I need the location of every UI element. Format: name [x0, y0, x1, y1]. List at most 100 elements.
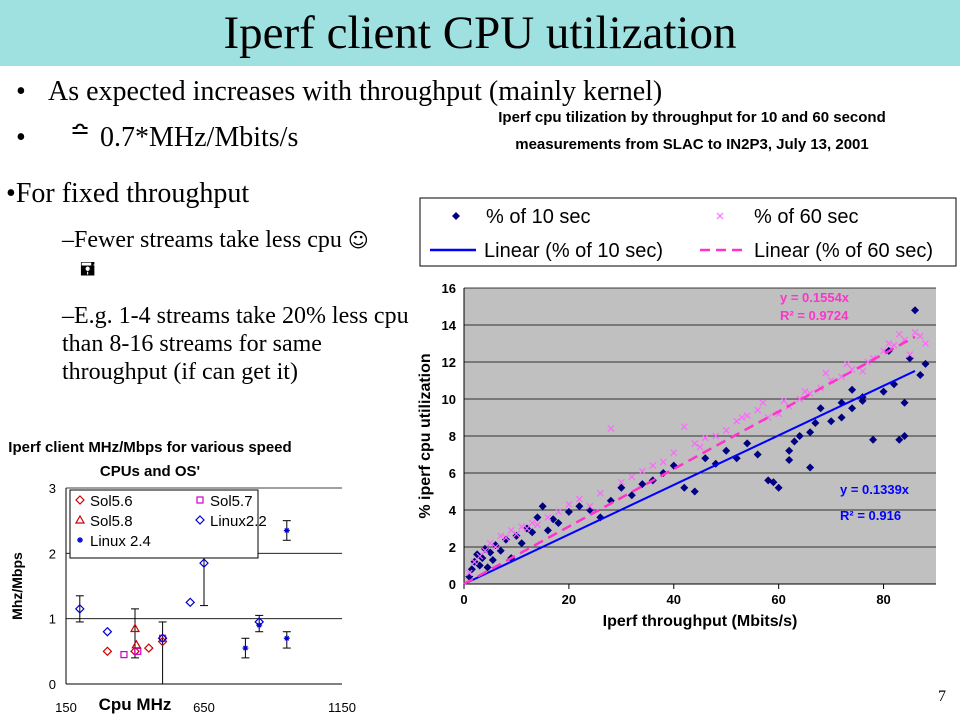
bullet-dot: •	[16, 76, 26, 107]
bullet-dot: •	[16, 122, 26, 153]
y-tick-label: 6	[449, 466, 456, 481]
legend-label: Sol5.8	[90, 513, 133, 530]
data-point	[517, 539, 526, 548]
x-tick-label: 650	[193, 700, 215, 715]
equation-60sec: y = 0.1554x	[780, 290, 850, 305]
data-point	[492, 543, 499, 551]
y-tick-label: 1	[49, 612, 56, 627]
smiley-icon: ☺	[347, 228, 369, 252]
data-point	[596, 513, 605, 522]
data-point	[916, 370, 925, 379]
data-point	[528, 528, 537, 537]
data-point	[680, 423, 688, 431]
data-point	[864, 358, 872, 366]
data-point	[465, 569, 473, 577]
x-tick-label: 20	[562, 592, 576, 607]
data-point	[157, 633, 168, 644]
data-point	[743, 412, 751, 420]
legend-marker	[196, 496, 204, 504]
data-point	[638, 467, 646, 475]
data-point	[471, 558, 478, 566]
y-tick-label: 14	[442, 318, 457, 333]
data-point	[627, 491, 636, 500]
bullet-3-text: For fixed throughput	[15, 178, 250, 209]
data-point	[549, 515, 558, 524]
data-point	[754, 406, 762, 414]
data-point	[496, 546, 505, 555]
x-axis-label: Cpu MHz	[99, 695, 172, 714]
trendline-10sec	[463, 370, 916, 585]
data-point	[486, 539, 494, 547]
sub-bullet-1: –Fewer streams take less cpu ☺ 🖬	[62, 226, 392, 284]
data-point	[906, 351, 914, 359]
x-tick-label: 60	[771, 592, 785, 607]
data-point	[491, 541, 500, 550]
data-point	[722, 446, 731, 455]
main-chart-title: Iperf cpu tilization by throughput for 1…	[498, 109, 886, 153]
data-point	[795, 432, 804, 440]
data-point	[544, 513, 552, 521]
data-point	[743, 439, 752, 448]
data-point	[785, 446, 794, 455]
legend-label-10sec: % of 10 sec	[486, 206, 591, 228]
legend-label-linear-10sec: Linear (% of 10 sec)	[484, 240, 663, 262]
data-point	[131, 639, 142, 649]
data-point	[554, 518, 563, 527]
data-point	[486, 548, 495, 557]
data-point	[134, 647, 142, 655]
slide-title: Iperf client CPU utilization	[223, 7, 737, 59]
data-point	[690, 487, 699, 496]
data-point	[476, 552, 484, 560]
data-point	[911, 306, 920, 315]
data-point	[790, 437, 799, 446]
legend-label-60sec: % of 60 sec	[754, 206, 859, 228]
data-point	[922, 340, 929, 347]
data-point	[848, 385, 857, 394]
data-point	[691, 439, 699, 447]
data-point	[806, 463, 815, 472]
bullet-1: As expected increases with throughput (m…	[48, 76, 663, 107]
data-point	[120, 651, 128, 659]
data-point	[564, 507, 573, 516]
y-tick-label: 3	[49, 484, 56, 496]
small-legend: Sol5.6 Sol5.7 Sol5.8 Linux2.2 Linux 2.4	[69, 489, 267, 559]
data-point	[596, 489, 604, 497]
data-point	[796, 395, 804, 403]
x-tick-label: 150	[55, 700, 77, 715]
legend-marker-60sec	[716, 212, 724, 220]
y-tick-label: 8	[449, 429, 456, 444]
data-point	[538, 502, 547, 511]
data-point	[916, 332, 924, 340]
legend-box	[69, 489, 259, 559]
y-axis-label: % iperf cpu utilization	[417, 353, 434, 518]
data-point	[769, 478, 778, 487]
data-point	[816, 404, 825, 413]
data-point	[467, 565, 476, 574]
sub-bullet-1-text: –Fewer streams take less cpu	[62, 227, 342, 253]
data-point	[890, 341, 898, 349]
data-point	[501, 535, 510, 544]
data-point	[102, 646, 113, 657]
data-point	[523, 525, 531, 532]
data-point	[512, 531, 521, 540]
data-point	[617, 483, 626, 492]
data-point	[480, 544, 489, 553]
y-tick-label: 0	[49, 677, 56, 692]
data-point	[900, 398, 909, 407]
data-point	[911, 328, 919, 336]
data-point	[859, 367, 867, 375]
data-point	[513, 530, 520, 538]
data-point	[801, 388, 809, 396]
data-point	[533, 521, 541, 529]
y-tick-label: 16	[442, 281, 456, 296]
data-point	[905, 354, 914, 363]
data-point	[879, 387, 888, 396]
data-point	[733, 417, 741, 425]
data-point	[483, 563, 492, 572]
data-point	[785, 456, 794, 465]
page-number: 7	[938, 688, 946, 705]
legend-label: Linux2.2	[210, 513, 267, 530]
x-tick-label: 80	[876, 592, 890, 607]
x-tick-label: 0	[460, 592, 467, 607]
data-point	[696, 443, 704, 451]
